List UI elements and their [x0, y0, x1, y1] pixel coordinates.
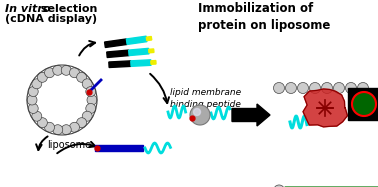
- Bar: [129, 48, 149, 56]
- Circle shape: [45, 68, 54, 78]
- Text: lipid membrane
binding peptide: lipid membrane binding peptide: [170, 88, 241, 109]
- Text: selection: selection: [37, 4, 98, 14]
- FancyArrow shape: [232, 104, 270, 126]
- Circle shape: [28, 87, 38, 96]
- Circle shape: [352, 92, 376, 116]
- Circle shape: [358, 82, 369, 94]
- Circle shape: [28, 103, 38, 114]
- Circle shape: [322, 82, 333, 94]
- Circle shape: [32, 79, 42, 89]
- Bar: [348, 88, 378, 120]
- Circle shape: [82, 111, 92, 121]
- Circle shape: [333, 82, 344, 94]
- Circle shape: [274, 82, 285, 94]
- Circle shape: [82, 79, 92, 89]
- Bar: [109, 61, 131, 68]
- Circle shape: [297, 82, 308, 94]
- Circle shape: [27, 95, 37, 105]
- Bar: [107, 50, 129, 57]
- Bar: [151, 61, 156, 64]
- Circle shape: [36, 74, 88, 126]
- Circle shape: [37, 118, 47, 128]
- Circle shape: [190, 105, 210, 125]
- Circle shape: [86, 87, 96, 96]
- Circle shape: [32, 111, 42, 121]
- Circle shape: [70, 68, 79, 78]
- Bar: [149, 49, 154, 53]
- Circle shape: [77, 118, 87, 128]
- Circle shape: [77, 72, 87, 82]
- Bar: [126, 36, 147, 45]
- Text: liposome: liposome: [47, 140, 91, 150]
- Bar: [146, 36, 152, 41]
- Circle shape: [194, 108, 200, 116]
- Circle shape: [285, 82, 296, 94]
- Circle shape: [70, 122, 79, 132]
- Circle shape: [61, 65, 71, 75]
- Circle shape: [87, 95, 97, 105]
- Circle shape: [45, 122, 54, 132]
- Circle shape: [86, 103, 96, 114]
- Bar: [95, 145, 143, 151]
- Circle shape: [61, 125, 71, 135]
- Text: Immobilization of
protein on liposome: Immobilization of protein on liposome: [198, 2, 330, 31]
- Circle shape: [53, 125, 63, 135]
- Text: In vitro: In vitro: [5, 4, 51, 14]
- Circle shape: [310, 82, 321, 94]
- Text: (cDNA display): (cDNA display): [5, 14, 97, 24]
- Circle shape: [345, 82, 356, 94]
- Polygon shape: [303, 89, 347, 127]
- Circle shape: [53, 65, 63, 75]
- Circle shape: [37, 72, 47, 82]
- Bar: [105, 39, 127, 47]
- Circle shape: [274, 185, 285, 187]
- Bar: [131, 60, 151, 66]
